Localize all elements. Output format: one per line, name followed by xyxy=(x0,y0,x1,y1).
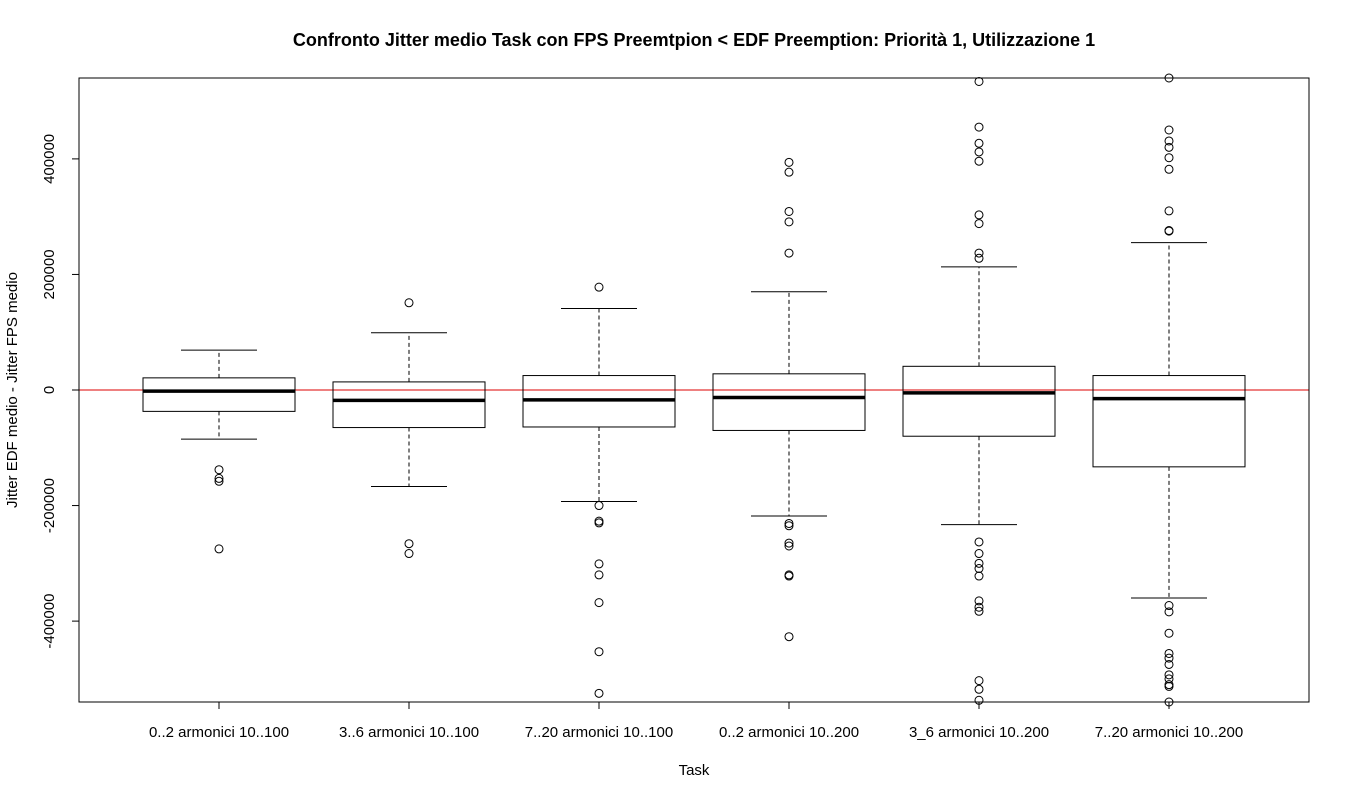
outlier-point xyxy=(784,518,794,528)
outlier-point xyxy=(1164,653,1174,663)
outlier-point xyxy=(404,539,414,549)
outlier-point xyxy=(784,541,794,551)
outlier-point xyxy=(784,571,794,581)
outlier-point xyxy=(974,76,984,86)
outlier-point xyxy=(974,537,984,547)
outlier-point xyxy=(1164,136,1174,146)
outlier-point xyxy=(594,570,604,580)
outlier-point xyxy=(784,206,794,216)
outlier-point xyxy=(784,248,794,258)
x-tick-label: 3..6 armonici 10..100 xyxy=(339,724,479,741)
outlier-point xyxy=(784,632,794,642)
outlier-point xyxy=(784,521,794,531)
outlier-point xyxy=(974,549,984,559)
outlier-point xyxy=(214,476,224,486)
x-tick-label: 0..2 armonici 10..100 xyxy=(149,724,289,741)
y-tick-label: 200000 xyxy=(41,249,58,299)
outlier-point xyxy=(214,473,224,483)
box-iqr xyxy=(142,377,296,412)
x-tick-label: 7..20 armonici 10..200 xyxy=(1095,724,1243,741)
outlier-point xyxy=(974,210,984,220)
outlier-point xyxy=(784,538,794,548)
outlier-point xyxy=(1164,628,1174,638)
outlier-point xyxy=(974,684,984,694)
outlier-point xyxy=(214,544,224,554)
x-tick-label: 7..20 armonici 10..100 xyxy=(525,724,673,741)
outlier-point xyxy=(1164,648,1174,658)
y-tick-label: 400000 xyxy=(41,134,58,184)
outlier-point xyxy=(1164,601,1174,611)
outlier-point xyxy=(1164,142,1174,152)
x-tick-label: 3_6 armonici 10..200 xyxy=(909,724,1049,741)
outlier-point xyxy=(594,501,604,511)
outlier-point xyxy=(1164,670,1174,680)
outlier-point xyxy=(594,559,604,569)
outlier-point xyxy=(1164,125,1174,135)
box-iqr xyxy=(902,365,1056,437)
y-axis-label: Jitter EDF medio - Jitter FPS medio xyxy=(4,272,21,508)
outlier-point xyxy=(1164,680,1174,690)
outlier-point xyxy=(974,676,984,686)
box-iqr xyxy=(1092,375,1246,468)
outlier-point xyxy=(784,217,794,227)
y-tick-label: 0 xyxy=(41,386,58,394)
outlier-point xyxy=(594,647,604,657)
outlier-point xyxy=(1164,226,1174,236)
outlier-point xyxy=(974,606,984,616)
x-axis-label: Task xyxy=(679,762,710,779)
outlier-point xyxy=(974,122,984,132)
chart-title: Confronto Jitter medio Task con FPS Pree… xyxy=(293,30,1095,50)
outlier-point xyxy=(784,157,794,167)
outlier-point xyxy=(1164,659,1174,669)
outlier-point xyxy=(594,688,604,698)
outlier-point xyxy=(1164,681,1174,691)
outlier-point xyxy=(594,518,604,528)
plot-frame xyxy=(78,77,1310,703)
outlier-point xyxy=(1164,206,1174,216)
outlier-point xyxy=(1164,607,1174,617)
outlier-point xyxy=(974,571,984,581)
outlier-point xyxy=(1164,153,1174,163)
outlier-point xyxy=(974,138,984,148)
y-tick-label: -400000 xyxy=(41,594,58,649)
outlier-point xyxy=(974,564,984,574)
outlier-point xyxy=(404,298,414,308)
box-iqr xyxy=(712,373,866,431)
outlier-point xyxy=(404,549,414,559)
outlier-point xyxy=(594,282,604,292)
outlier-point xyxy=(974,248,984,258)
outlier-point xyxy=(594,516,604,526)
outlier-point xyxy=(974,558,984,568)
outlier-point xyxy=(1164,164,1174,174)
outlier-point xyxy=(974,602,984,612)
outlier-point xyxy=(974,219,984,229)
outlier-point xyxy=(594,598,604,608)
outlier-point xyxy=(974,156,984,166)
outlier-point xyxy=(974,147,984,157)
y-tick-label: -200000 xyxy=(41,478,58,533)
outlier-point xyxy=(784,167,794,177)
box-iqr xyxy=(332,381,486,429)
outlier-point xyxy=(214,465,224,475)
outlier-point xyxy=(974,253,984,263)
outlier-point xyxy=(974,596,984,606)
x-tick-label: 0..2 armonici 10..200 xyxy=(719,724,859,741)
